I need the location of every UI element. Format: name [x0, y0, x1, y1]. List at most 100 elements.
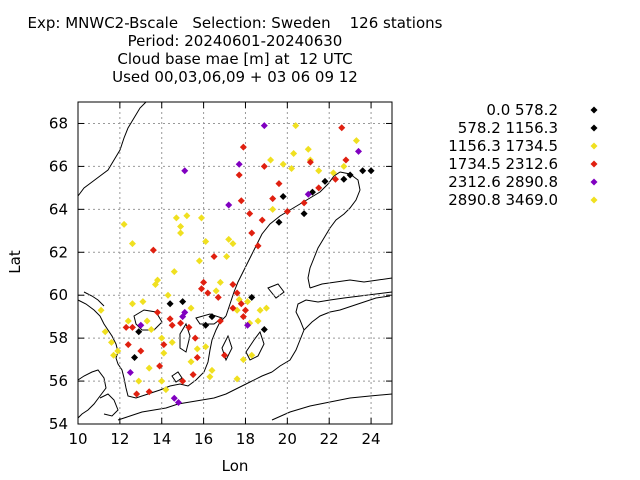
y-tick-label: 56 [49, 372, 68, 390]
station-point [126, 368, 134, 376]
station-point [235, 171, 243, 179]
station-point [120, 220, 128, 228]
station-point [340, 162, 348, 170]
station-point [149, 246, 157, 254]
legend-entry-marker [590, 178, 598, 186]
station-point [283, 207, 291, 215]
y-tick-label: 64 [49, 200, 68, 218]
title-line-used: Used 00,03,06,09 + 03 06 09 12 [112, 68, 358, 86]
station-point [279, 192, 287, 200]
station-point [107, 338, 115, 346]
station-point [139, 298, 147, 306]
station-point [239, 143, 247, 151]
station-point [260, 162, 268, 170]
station-point [208, 366, 216, 374]
legend-entry-label: 1734.5 2312.6 [448, 155, 558, 173]
station-point [275, 180, 283, 188]
station-point [304, 145, 312, 153]
station-point [128, 240, 136, 248]
station-point [216, 278, 224, 286]
station-point [260, 122, 268, 130]
station-point [202, 321, 210, 329]
station-point [137, 321, 145, 329]
station-point [331, 175, 339, 183]
y-tick-label: 62 [49, 243, 68, 261]
station-point [367, 167, 375, 175]
station-point [300, 210, 308, 218]
station-point [288, 165, 296, 173]
station-point [233, 375, 241, 383]
station-point [160, 349, 168, 357]
station-point [168, 338, 176, 346]
legend-entry-marker [590, 196, 598, 204]
x-tick-label: 20 [278, 430, 297, 448]
station-point [258, 216, 266, 224]
station-point [137, 347, 145, 355]
chart-title-block: Exp: MNWC2-Bscale Selection: Sweden 126 … [0, 14, 470, 86]
plot-frame [77, 101, 393, 425]
station-point [158, 377, 166, 385]
station-point [233, 289, 241, 297]
station-point [300, 199, 308, 207]
station-point [269, 205, 277, 213]
legend-entry-marker [590, 160, 598, 168]
station-point [239, 356, 247, 364]
station-point [135, 377, 143, 385]
station-point [267, 156, 275, 164]
y-tick-label: 58 [49, 329, 68, 347]
legend-entry-label: 2890.8 3469.0 [448, 191, 558, 209]
y-tick-label: 68 [49, 114, 68, 132]
station-point [221, 351, 229, 359]
station-point [191, 334, 199, 342]
data-points [97, 122, 375, 407]
station-point [170, 268, 178, 276]
station-point [145, 388, 153, 396]
station-point [181, 308, 189, 316]
station-point [262, 304, 270, 312]
station-point [306, 158, 314, 166]
station-point [244, 321, 252, 329]
station-point [355, 147, 363, 155]
station-point [225, 235, 233, 243]
station-point [174, 399, 182, 407]
station-point [133, 390, 141, 398]
station-point [114, 347, 122, 355]
station-point [156, 362, 164, 370]
station-point [110, 351, 118, 359]
x-tick-label: 10 [68, 430, 87, 448]
station-point [122, 323, 130, 331]
y-tick-label: 54 [49, 415, 68, 433]
station-point [145, 364, 153, 372]
station-point [342, 156, 350, 164]
station-point [359, 167, 367, 175]
station-point [124, 317, 132, 325]
station-point [206, 373, 214, 381]
x-tick-label: 18 [236, 430, 255, 448]
station-point [292, 122, 300, 130]
station-point [154, 308, 162, 316]
station-point [208, 313, 216, 321]
station-point [340, 175, 348, 183]
station-point [254, 317, 262, 325]
grid-lines [78, 102, 392, 424]
station-point [147, 326, 155, 334]
station-point [269, 195, 277, 203]
x-axis-label: Lon [222, 457, 249, 475]
station-point [177, 229, 185, 237]
station-point [229, 240, 237, 248]
station-point [172, 214, 180, 222]
station-point [304, 190, 312, 198]
legend-markers [590, 106, 598, 204]
station-point [315, 184, 323, 192]
station-point [241, 306, 249, 314]
station-point [179, 377, 187, 385]
station-point [101, 328, 109, 336]
station-point [170, 394, 178, 402]
y-tick-label: 60 [49, 286, 68, 304]
station-point [193, 353, 201, 361]
station-point [248, 351, 256, 359]
station-point [254, 242, 262, 250]
station-point [200, 278, 208, 286]
station-point [179, 298, 187, 306]
